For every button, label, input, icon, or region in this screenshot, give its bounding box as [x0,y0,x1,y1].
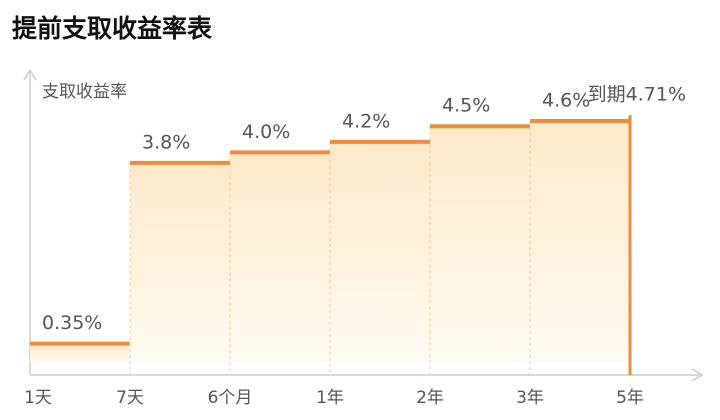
x-axis-arrow [691,368,704,382]
value-label: 4.6% [542,89,590,111]
step-area [130,162,230,362]
value-label: 4.5% [442,95,490,117]
x-tick-label: 3年 [516,388,544,408]
step-area [330,141,430,362]
step-area [230,152,330,362]
y-axis-label: 支取收益率 [42,82,127,102]
step-area [530,120,630,363]
value-label: 0.35% [42,312,102,334]
step-area [30,343,130,362]
value-label: 4.0% [242,121,290,143]
chart-title: 提前支取收益率表 [12,14,213,43]
x-tick-label: 2年 [416,388,444,408]
x-tick-label: 1年 [316,388,344,408]
plot: 1天 7天 6个月 1年 2年 3年 5年 0.35% 3.8% 4.0% 4.2% 4.5% 4.6%… [24,84,686,408]
step-area [430,126,530,362]
value-label: 到期4.71% [588,84,686,106]
x-tick-label: 5年 [616,388,644,408]
y-axis-arrow [23,68,37,81]
value-label: 4.2% [342,110,390,132]
x-tick-label: 1天 [24,388,52,408]
x-tick-label: 7天 [116,388,144,408]
x-tick-label: 6个月 [208,388,253,408]
value-label: 3.8% [142,131,190,153]
